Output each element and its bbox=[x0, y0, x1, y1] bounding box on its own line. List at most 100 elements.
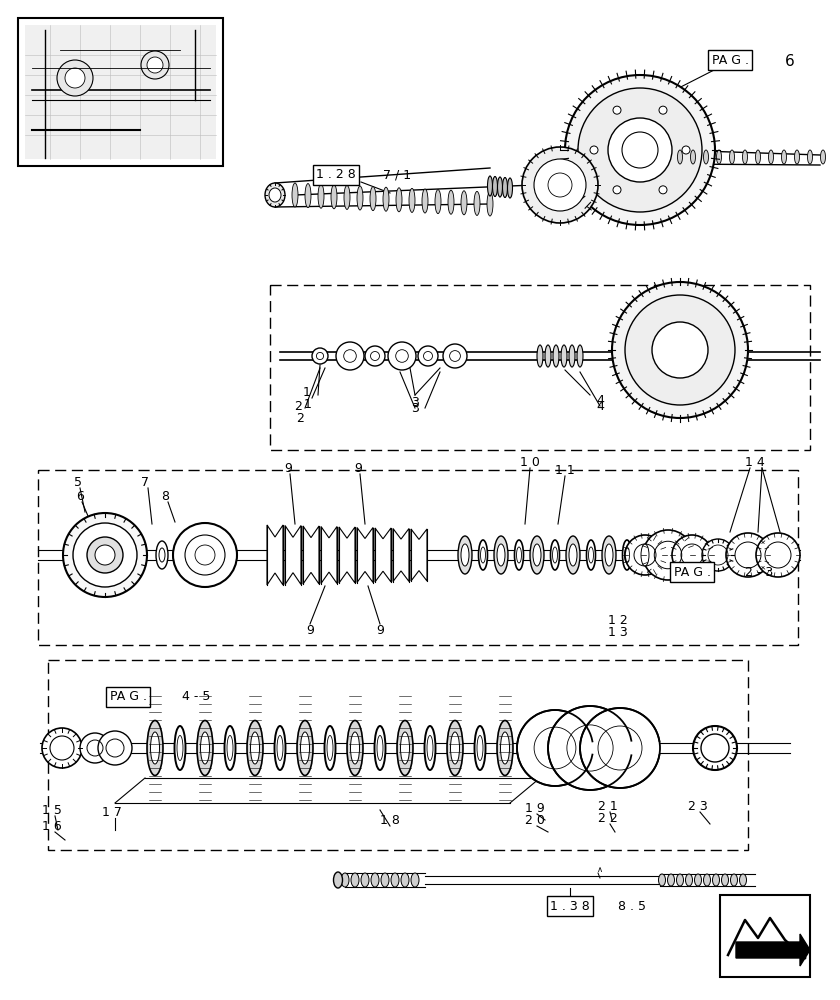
Circle shape bbox=[625, 535, 665, 575]
Ellipse shape bbox=[381, 873, 389, 887]
Circle shape bbox=[693, 726, 737, 770]
Circle shape bbox=[565, 75, 715, 225]
Text: 9: 9 bbox=[306, 624, 314, 637]
Ellipse shape bbox=[347, 720, 363, 776]
Text: 1 5: 1 5 bbox=[42, 804, 62, 816]
Text: 7: 7 bbox=[141, 476, 149, 488]
Text: 9: 9 bbox=[354, 462, 362, 475]
Ellipse shape bbox=[717, 150, 722, 164]
Ellipse shape bbox=[622, 540, 632, 570]
Ellipse shape bbox=[401, 873, 409, 887]
Ellipse shape bbox=[821, 150, 826, 164]
Circle shape bbox=[643, 530, 693, 580]
Circle shape bbox=[173, 523, 237, 587]
Circle shape bbox=[726, 533, 770, 577]
Polygon shape bbox=[393, 528, 409, 582]
Circle shape bbox=[80, 733, 110, 763]
Ellipse shape bbox=[350, 732, 360, 764]
Circle shape bbox=[312, 348, 328, 364]
Circle shape bbox=[608, 118, 672, 182]
Ellipse shape bbox=[739, 874, 747, 886]
Ellipse shape bbox=[201, 732, 209, 764]
Circle shape bbox=[141, 51, 169, 79]
Circle shape bbox=[365, 346, 385, 366]
Ellipse shape bbox=[704, 150, 708, 164]
Ellipse shape bbox=[224, 726, 235, 770]
Circle shape bbox=[63, 513, 147, 597]
Text: 6: 6 bbox=[785, 54, 795, 70]
Circle shape bbox=[548, 706, 632, 790]
Ellipse shape bbox=[401, 732, 410, 764]
Bar bbox=[720, 895, 810, 977]
Ellipse shape bbox=[569, 544, 577, 566]
Text: 8: 8 bbox=[161, 489, 169, 502]
Ellipse shape bbox=[197, 720, 213, 776]
Text: 1 4: 1 4 bbox=[745, 456, 765, 468]
Polygon shape bbox=[267, 525, 283, 585]
Ellipse shape bbox=[383, 187, 389, 211]
Circle shape bbox=[580, 708, 660, 788]
Ellipse shape bbox=[175, 726, 186, 770]
Circle shape bbox=[578, 88, 702, 212]
Text: 1 . 3 8: 1 . 3 8 bbox=[550, 900, 590, 912]
Circle shape bbox=[517, 710, 593, 786]
Ellipse shape bbox=[781, 150, 786, 164]
Text: 2 2: 2 2 bbox=[598, 812, 618, 824]
Text: 9: 9 bbox=[376, 624, 384, 637]
Ellipse shape bbox=[147, 720, 163, 776]
Ellipse shape bbox=[479, 540, 487, 570]
Ellipse shape bbox=[475, 726, 486, 770]
Ellipse shape bbox=[269, 188, 281, 202]
Ellipse shape bbox=[668, 874, 675, 886]
Text: 2 1: 2 1 bbox=[598, 800, 618, 812]
Ellipse shape bbox=[411, 873, 419, 887]
Ellipse shape bbox=[250, 732, 260, 764]
Ellipse shape bbox=[156, 541, 168, 569]
Text: 4 - 5: 4 - 5 bbox=[182, 690, 210, 704]
Ellipse shape bbox=[391, 873, 399, 887]
Circle shape bbox=[95, 545, 115, 565]
Ellipse shape bbox=[704, 874, 711, 886]
Ellipse shape bbox=[494, 536, 508, 574]
Circle shape bbox=[682, 146, 690, 154]
Ellipse shape bbox=[461, 191, 467, 215]
Polygon shape bbox=[736, 934, 810, 966]
Ellipse shape bbox=[331, 185, 337, 209]
Text: 1 1: 1 1 bbox=[555, 464, 575, 477]
Ellipse shape bbox=[492, 176, 497, 196]
Ellipse shape bbox=[566, 536, 580, 574]
Circle shape bbox=[659, 186, 667, 194]
Text: 1 7: 1 7 bbox=[102, 806, 122, 818]
Text: 7 / 1: 7 / 1 bbox=[383, 168, 411, 182]
Polygon shape bbox=[375, 528, 391, 582]
Ellipse shape bbox=[461, 544, 469, 566]
Ellipse shape bbox=[447, 720, 463, 776]
Ellipse shape bbox=[678, 150, 683, 164]
Text: 2 - 3: 2 - 3 bbox=[745, 566, 774, 578]
Ellipse shape bbox=[409, 188, 415, 212]
Circle shape bbox=[625, 295, 735, 405]
Ellipse shape bbox=[361, 873, 369, 887]
Circle shape bbox=[672, 535, 712, 575]
Ellipse shape bbox=[458, 536, 472, 574]
Text: 2 3: 2 3 bbox=[688, 800, 708, 812]
Text: 2 0: 2 0 bbox=[525, 814, 545, 826]
Circle shape bbox=[522, 147, 598, 223]
Text: 6: 6 bbox=[76, 489, 84, 502]
Ellipse shape bbox=[344, 185, 350, 209]
Circle shape bbox=[443, 344, 467, 368]
Text: 1 . 2 8: 1 . 2 8 bbox=[316, 168, 356, 182]
Text: 1 3: 1 3 bbox=[608, 626, 627, 640]
Ellipse shape bbox=[497, 177, 502, 197]
Ellipse shape bbox=[769, 150, 774, 164]
Circle shape bbox=[87, 537, 123, 573]
Circle shape bbox=[65, 68, 85, 88]
Ellipse shape bbox=[731, 874, 738, 886]
Ellipse shape bbox=[305, 184, 311, 208]
Text: 4: 4 bbox=[596, 400, 604, 414]
Text: 1: 1 bbox=[303, 386, 311, 399]
Circle shape bbox=[73, 523, 137, 587]
Text: PA G .: PA G . bbox=[674, 566, 711, 578]
Ellipse shape bbox=[712, 874, 720, 886]
Circle shape bbox=[756, 533, 800, 577]
